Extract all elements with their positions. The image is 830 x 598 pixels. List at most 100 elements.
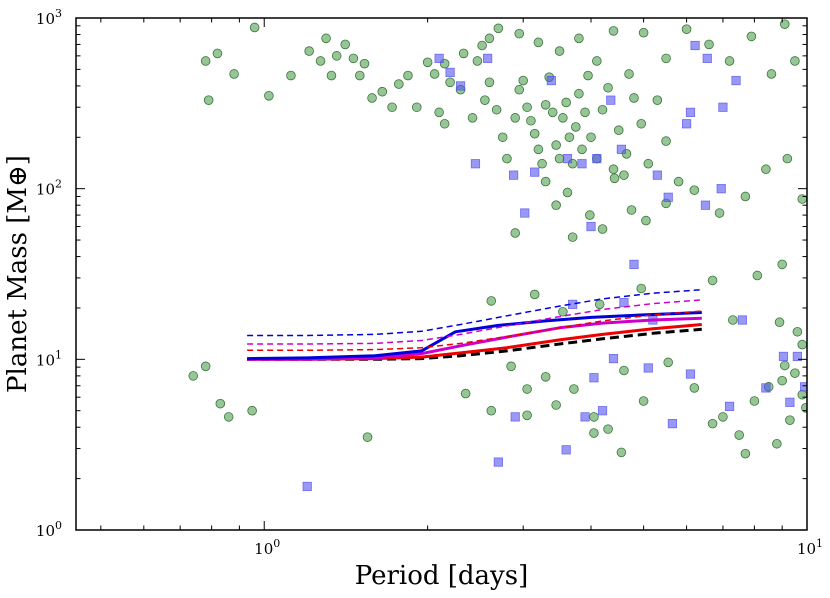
scatter-square: [737, 315, 747, 325]
scatter-point: [522, 410, 532, 421]
scatter-point: [362, 432, 373, 442]
scatter-point: [792, 326, 803, 337]
scatter-square: [800, 382, 807, 392]
y-tick-label: 102: [36, 178, 62, 199]
scatter-point: [624, 69, 634, 79]
scatter-point: [782, 153, 793, 164]
scatter-point: [636, 283, 647, 294]
scatter-point: [574, 88, 584, 99]
scatter-square: [586, 221, 596, 232]
scatter-point: [609, 173, 620, 184]
scatter-point: [613, 125, 624, 136]
scatter-point: [779, 360, 790, 371]
scatter-point: [724, 56, 735, 66]
scatter-point: [497, 132, 508, 143]
scatter-point: [707, 275, 718, 286]
scatter-point: [458, 48, 469, 59]
scatter-square: [561, 445, 571, 455]
scatter-point: [580, 107, 590, 118]
scatter-point: [551, 140, 561, 150]
scatter-point: [558, 113, 568, 123]
scatter-square: [483, 53, 493, 63]
scatter-point: [740, 191, 751, 202]
scatter-square: [445, 67, 455, 78]
scatter-point: [502, 153, 512, 164]
scatter-point: [403, 70, 413, 81]
scatter-point: [797, 339, 807, 350]
scatter-square: [530, 167, 540, 177]
scatter-square: [562, 154, 573, 164]
scatter-point: [212, 48, 223, 59]
scatter-point: [480, 95, 490, 105]
y-axis-label: Planet Mass [M⊕]: [3, 155, 33, 393]
scatter-square: [663, 192, 673, 202]
scatter-point: [286, 70, 296, 81]
scatter-point: [526, 115, 536, 126]
scatter-point: [467, 113, 478, 123]
scatter-point: [570, 122, 581, 132]
x-tick-label: 101: [797, 537, 823, 558]
scatter-point: [529, 128, 540, 139]
scatter-point: [567, 232, 578, 242]
scatter-square: [608, 353, 619, 364]
scatter-point: [387, 102, 397, 113]
scatter-point: [569, 384, 579, 394]
scatter-square: [718, 102, 728, 112]
scatter-point: [359, 58, 370, 69]
scatter-square: [470, 159, 481, 169]
scatter-point: [619, 170, 629, 180]
scatter-point: [460, 388, 471, 399]
scatter-square: [520, 208, 530, 218]
scatter-point: [529, 289, 540, 300]
scatter-point: [326, 70, 337, 81]
scatter-point: [486, 296, 497, 306]
scatter-point: [514, 28, 525, 39]
scatter-point: [629, 93, 639, 103]
scatter-point: [472, 56, 483, 66]
scatter-point: [797, 389, 807, 400]
scatter-point: [540, 176, 551, 187]
scatter-square: [785, 397, 795, 407]
scatter-square: [652, 170, 662, 180]
scatter-point: [785, 415, 795, 425]
scatter-point: [774, 317, 785, 328]
scatter-square: [302, 481, 312, 492]
scatter-point: [636, 118, 647, 129]
scatter-square: [700, 200, 711, 210]
scatter-point: [718, 412, 728, 422]
scatter-point: [537, 158, 547, 169]
scatter-point: [790, 56, 800, 66]
scatter-point: [551, 200, 561, 211]
scatter-square: [702, 53, 712, 63]
scatter-point: [558, 306, 568, 317]
scatter-square: [716, 184, 726, 194]
scatter-point: [752, 270, 763, 281]
scatter-square: [455, 81, 466, 91]
scatter-point: [340, 39, 351, 50]
x-axis-label: Period [days]: [355, 561, 528, 591]
scatter-point: [486, 405, 497, 416]
scatter-point: [377, 86, 388, 97]
scatter-point: [547, 107, 558, 118]
scatter-point: [777, 375, 787, 386]
scatter-point: [597, 224, 608, 234]
scatter-point: [533, 37, 544, 48]
scatter-point: [661, 136, 671, 146]
scatter-point: [493, 23, 504, 34]
scatter-square: [606, 95, 616, 105]
scatter-point: [506, 361, 516, 372]
scatter-point: [585, 210, 595, 220]
scatter-point: [518, 75, 528, 86]
scatter-square: [546, 75, 556, 86]
y-tick-label: 103: [36, 7, 62, 28]
scatter-point: [522, 384, 532, 394]
scatter-point: [728, 315, 738, 325]
scatter-point: [331, 51, 342, 61]
scatter-point: [561, 97, 571, 108]
scatter-square: [592, 154, 602, 164]
scatter-point: [638, 396, 649, 406]
scatter-square: [510, 412, 520, 422]
scatter-square: [685, 369, 696, 379]
line-magenta-solid: [247, 316, 702, 361]
